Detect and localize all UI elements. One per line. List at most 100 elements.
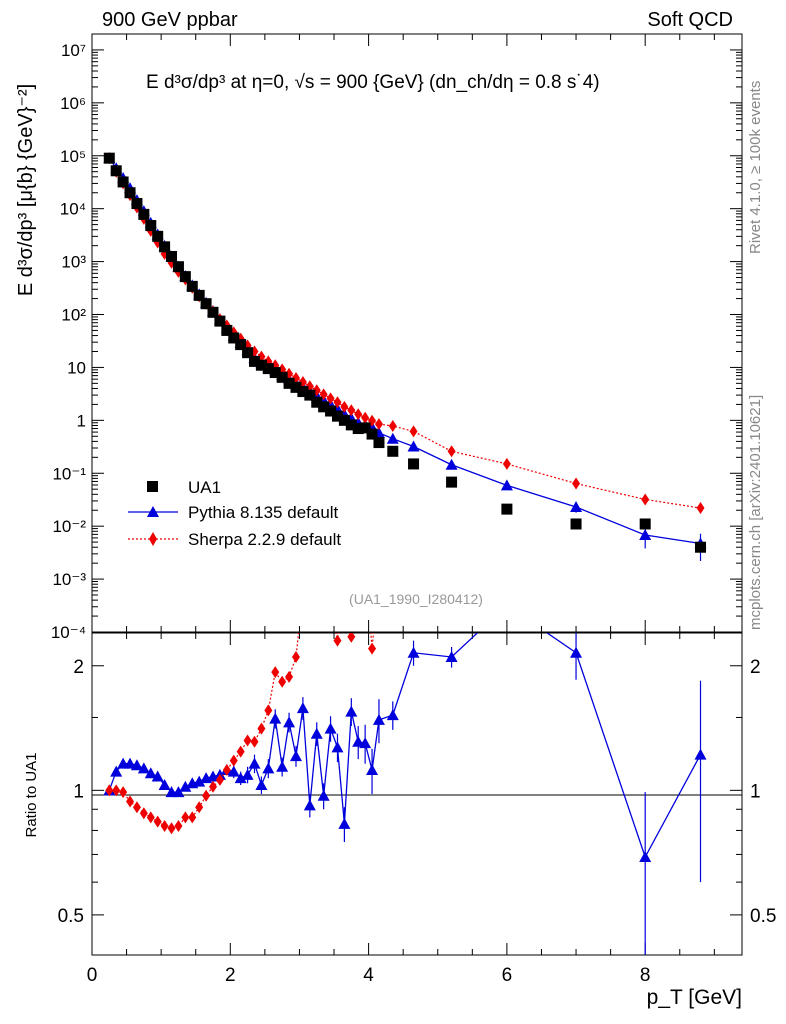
- ua1-point: [639, 518, 651, 530]
- ua1-point: [311, 396, 323, 408]
- main-y-tick-label: 10⁻¹: [52, 464, 86, 483]
- ua1-point: [242, 347, 254, 359]
- ua1-point: [318, 401, 330, 413]
- sherpa-ratio-point: [202, 789, 211, 802]
- pythia-ratio-line: [108, 633, 702, 859]
- ratio-y-axis: 0.5 0.5 1 1 2 2: [58, 657, 777, 927]
- legend-sherpa-label: Sherpa 2.2.9 default: [188, 530, 341, 549]
- pythia-ratio-point: [269, 712, 282, 724]
- ua1-point: [297, 386, 309, 398]
- ua1-point: [131, 198, 143, 210]
- main-y-axis-label: E d³σ/dp³ [μ{b} {GeV}⁻²]: [15, 84, 37, 296]
- main-y-tick-label: 10⁻²: [52, 517, 86, 536]
- sherpa-ratio-point: [299, 587, 307, 599]
- sherpa-ratio-point: [188, 811, 197, 824]
- pythia-ratio-point: [359, 737, 372, 749]
- legend-pythia-marker: [147, 506, 159, 517]
- pythia-point: [639, 529, 652, 541]
- sherpa-ratio-point: [126, 795, 135, 808]
- sherpa-ratio-point: [215, 773, 224, 786]
- pythia-ratio-point: [172, 786, 185, 798]
- main-plot-frame: [91, 33, 743, 633]
- header-left-title: 900 GeV ppbar: [102, 9, 238, 31]
- ua1-point: [304, 389, 316, 401]
- ua1-point: [373, 437, 385, 449]
- ua1-point: [359, 422, 371, 434]
- sherpa-ratio-point: [105, 784, 114, 797]
- ratio-y-tick-label-right: 0.5: [750, 906, 776, 927]
- pythia-ratio-point: [296, 702, 309, 714]
- pythia-ratio-point: [227, 765, 240, 777]
- ua1-point: [172, 261, 184, 273]
- ua1-point: [124, 187, 136, 199]
- pythia-ratio-point: [130, 759, 143, 771]
- ratio-plot-frame: [91, 632, 743, 956]
- sherpa-ratio-point: [250, 735, 259, 748]
- sherpa-ratio-point: [313, 559, 321, 571]
- ua1-point: [117, 176, 129, 188]
- pythia-ratio-point: [386, 709, 399, 721]
- sherpa-ratio-point: [195, 801, 204, 814]
- sherpa-ratio-point: [327, 599, 335, 611]
- main-y-tick-label: 10³: [61, 253, 86, 272]
- main-y-tick-label: 10⁻⁴: [51, 623, 86, 642]
- ua1-point: [207, 306, 219, 318]
- sherpa-ratio-point: [320, 613, 328, 625]
- pythia-ratio-point: [255, 779, 268, 791]
- sherpa-ratio-point: [167, 822, 176, 835]
- sherpa-point: [572, 477, 581, 490]
- sherpa-ratio-point: [340, 593, 348, 605]
- ratio-x-tick-label: 0: [87, 965, 98, 986]
- sherpa-ratio-point: [139, 807, 148, 820]
- pythia-ratio-point: [407, 646, 420, 658]
- ua1-point: [501, 503, 513, 515]
- ua1-point: [283, 377, 295, 389]
- ua1-point: [269, 367, 281, 379]
- main-y-tick-label: 10⁷: [61, 41, 86, 60]
- pythia-point: [570, 501, 583, 513]
- ua1-point: [262, 363, 274, 375]
- pythia-point: [386, 432, 399, 444]
- side-label-mcplots: mcplots.cern.ch [arXiv:2401.10621]: [747, 395, 764, 630]
- pythia-ratio-point: [151, 770, 164, 782]
- ratio-x-tick-label: 2: [225, 965, 236, 986]
- main-x-ticks: [91, 34, 715, 632]
- main-y-tick-label: 10⁶: [60, 94, 86, 113]
- main-y-tick-label: 10²: [61, 306, 86, 325]
- pythia-series-main: [103, 152, 707, 561]
- pythia-ratio-point: [501, 599, 513, 610]
- analysis-id: (UA1_1990_I280412): [349, 591, 483, 607]
- ua1-point: [570, 518, 582, 530]
- ratio-y-tick-label-right: 1: [750, 781, 761, 802]
- sherpa-ratio-point: [271, 666, 280, 679]
- pythia-ratio-point: [366, 763, 379, 775]
- ratio-x-axis: 0 2 4 6 8: [87, 633, 715, 986]
- ratio-x-tick-label: 4: [363, 965, 374, 986]
- sherpa-point: [361, 411, 370, 424]
- pythia-ratio-point: [158, 779, 171, 791]
- pythia-ratio-point: [338, 817, 351, 829]
- pythia-ratio-point: [110, 765, 123, 777]
- ratio-x-tick-label: 8: [640, 965, 651, 986]
- pythia-ratio-point: [289, 750, 302, 762]
- sherpa-ratio-point: [264, 704, 273, 717]
- pythia-ratio-point: [248, 757, 261, 769]
- sherpa-ratio-point: [375, 570, 383, 582]
- side-label-rivet: Rivet 4.1.0, ≥ 100k events: [747, 81, 764, 254]
- ua1-point: [446, 476, 458, 488]
- sherpa-point: [696, 502, 705, 515]
- sherpa-ratio-point: [132, 801, 141, 814]
- ratio-y-tick-label-right: 2: [750, 657, 761, 678]
- pythia-ratio-point: [317, 789, 330, 801]
- sherpa-point: [333, 396, 342, 409]
- sherpa-ratio-point: [347, 633, 356, 643]
- pythia-ratio-point: [303, 799, 316, 811]
- ua1-point: [255, 359, 267, 371]
- plot-title: E d³σ/dp³ at η=0, √s = 900 {GeV} (dn_ch/…: [146, 72, 600, 93]
- sherpa-point: [502, 457, 511, 470]
- main-y-tick-label: 10⁵: [60, 147, 86, 166]
- sherpa-series-ratio: [105, 559, 383, 835]
- ua1-point: [138, 208, 150, 220]
- sherpa-ratio-point: [112, 784, 121, 797]
